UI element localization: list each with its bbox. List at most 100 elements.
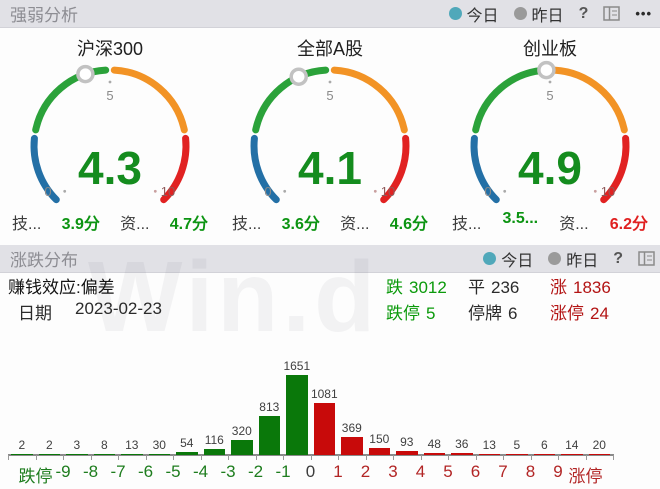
tech-score-label: 技... [452,216,482,233]
gauge-scores: 技... 3.6分 资... 4.6分 [220,210,440,234]
x-axis-label: 5 [443,462,453,481]
legend-yesterday[interactable]: 昨日 [513,2,564,26]
x-axis-label: 跌停 [18,467,53,486]
bar [231,439,253,455]
bar [451,453,473,455]
capital-score-label: 资... [340,216,370,233]
section2-title: 涨跌分布 [10,251,78,270]
x-axis-label: -2 [247,462,264,481]
svg-text:4.3: 4.3 [78,142,142,194]
svg-text:0: 0 [44,184,51,199]
today-dot-icon [483,252,497,265]
bar [258,415,280,455]
x-axis-label: -1 [275,462,291,481]
x-axis-label: 6 [470,462,481,481]
bar-value-label: 1651 [283,359,311,373]
stat-limit-up-value: 24 [590,304,609,323]
gauge-title: 创业板 [523,39,577,59]
help-icon[interactable]: ? [613,249,623,267]
bar-value-label: 5 [513,438,521,453]
x-axis-label: 涨停 [568,467,603,486]
axis-tick [228,455,229,460]
legend-today[interactable]: 今日 [483,247,533,271]
svg-text:10: 10 [381,184,395,199]
axis-tick [63,455,64,460]
bar-value-label: 54 [180,436,194,451]
axis-tick [173,455,174,460]
bar-value-label: 1081 [310,386,338,401]
legend-today-label: 今日 [466,7,499,25]
more-options-icon[interactable]: ••• [635,6,652,21]
tech-score-value: 3.6分 [281,216,320,233]
today-dot-icon [448,7,462,20]
bar-value-label: 369 [341,421,362,436]
gauge-chinext: 创业板 0 5 10 4.9 技... 3.5... 资... 6.2分 [440,28,660,244]
bar [176,452,198,455]
svg-text:5: 5 [546,88,553,103]
money-effect: 赚钱效应:偏差 [8,273,115,298]
axis-tick [200,455,202,460]
x-axis-label: -6 [137,462,154,481]
bar-value-label: 320 [231,423,252,438]
svg-text:0: 0 [484,184,491,199]
bar [341,437,363,455]
bar-value-label: 13 [482,438,496,453]
legend-yesterday[interactable]: 昨日 [548,247,598,271]
legend-yesterday-label: 昨日 [531,7,564,25]
axis-tick [338,455,339,460]
x-axis-label: 2 [360,462,371,481]
bar-value-label: 2 [45,438,53,453]
help-icon[interactable]: ? [578,4,589,22]
x-axis-label: 7 [498,462,508,481]
gauge-svg: 0 5 10 4.3 [30,64,190,204]
x-axis-label: 8 [525,462,536,481]
bar [38,454,60,455]
stat-down-label: 跌 [386,278,403,297]
date-value: 2023-02-23 [75,299,162,318]
gauge-all-a: 全部A股 0 5 10 4.1 技... 3.6分 资... 4.6分 [220,28,440,244]
x-axis-label: 3 [388,462,398,481]
panel-layout-icon[interactable] [603,6,621,21]
bar [93,454,115,455]
axis-tick [530,455,532,460]
x-axis-label: 1 [333,462,343,481]
stat-up-value: 1836 [573,278,611,297]
gauge-scores: 技... 3.5... 资... 6.2分 [440,210,660,234]
x-axis-label: 4 [415,462,426,481]
x-axis-label: -5 [165,462,181,481]
yesterday-dot-icon [513,7,527,20]
axis-tick [365,455,367,460]
stat-down-value: 3012 [409,278,447,297]
axis-tick [420,455,422,460]
money-effect-value: 偏差 [80,278,115,297]
x-axis-label: -4 [192,462,209,481]
bar-value-label: 8 [100,438,108,453]
x-axis-label: -9 [55,462,71,481]
panel-layout-icon[interactable] [638,251,655,266]
legend-bar: 今日 昨日 ? ••• [448,2,660,26]
capital-score-label: 资... [559,216,589,233]
bar [478,454,500,455]
capital-score-value: 6.2分 [609,216,648,233]
section-header-distribution: 涨跌分布 今日 昨日 ? [0,245,660,273]
bar [286,375,308,455]
bar-value-label: 48 [427,436,441,451]
capital-score-value: 4.7分 [169,216,208,233]
capital-score-value: 4.6分 [389,216,428,233]
legend-bar: 今日 昨日 ? [483,247,660,271]
bar [368,447,390,455]
bar [121,454,143,455]
tech-score-value: 3.5... [502,210,539,227]
gauge-canvas: 0 5 10 4.3 [0,56,220,208]
x-axis-label: 9 [553,462,563,481]
gauge-title: 全部A股 [296,39,363,59]
gauge-scores: 技... 3.9分 资... 4.7分 [0,210,220,234]
legend-today[interactable]: 今日 [448,2,499,26]
legend-today-label: 今日 [501,252,534,270]
axis-tick [475,455,477,460]
bar-value-label: 6 [540,438,548,453]
svg-text:4.9: 4.9 [518,142,582,194]
bar [588,454,610,455]
stat-up: 涨 1836 [550,273,611,298]
svg-text:0: 0 [264,184,271,199]
